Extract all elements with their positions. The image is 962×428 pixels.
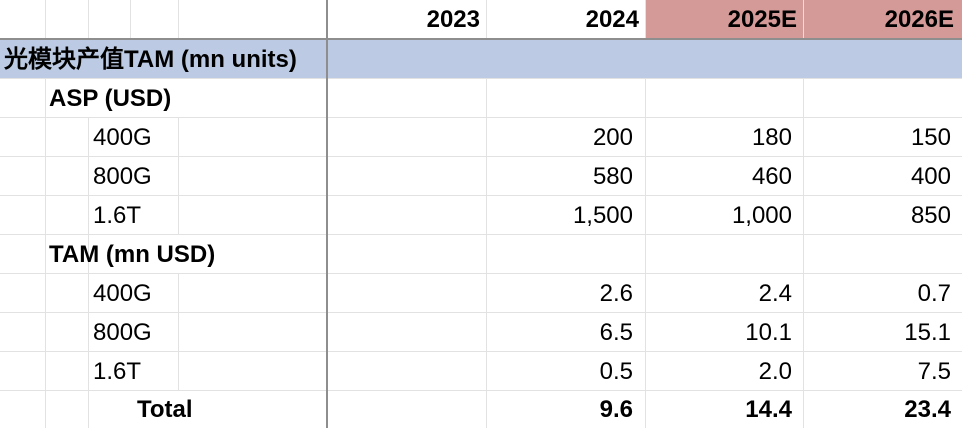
tam-400g-2025e: 2.4 <box>758 280 792 307</box>
asp-400g-2024: 200 <box>592 124 633 151</box>
tam-row-400g-label: 400G <box>93 280 152 307</box>
section-title: 光模块产值TAM (mn units) <box>4 46 297 73</box>
total-2026e: 23.4 <box>904 396 951 423</box>
asp-800g-2024: 580 <box>592 163 633 190</box>
asp-group-label: ASP (USD) <box>49 85 172 112</box>
frozen-row-border <box>0 38 962 40</box>
asp-800g-2026e: 400 <box>910 163 951 190</box>
asp-row-1-6t-label: 1.6T <box>93 202 142 229</box>
tam-800g-2026e: 15.1 <box>904 319 951 346</box>
tam-row-1-6t-label: 1.6T <box>93 358 142 385</box>
asp-1-6t-2024: 1,500 <box>572 202 633 229</box>
asp-800g-2025e: 460 <box>751 163 792 190</box>
total-2024: 9.6 <box>599 396 633 423</box>
header-year-2024: 2024 <box>585 6 639 33</box>
asp-400g-2026e: 150 <box>910 124 951 151</box>
asp-row-400g-label: 400G <box>93 124 152 151</box>
asp-1-6t-2025e: 1,000 <box>731 202 792 229</box>
frozen-column-border <box>326 0 328 428</box>
asp-1-6t-2026e: 850 <box>910 202 951 229</box>
tam-1-6t-2026e: 7.5 <box>917 358 951 385</box>
tam-1-6t-2024: 0.5 <box>599 358 633 385</box>
tam-group-label: TAM (mn USD) <box>49 241 216 268</box>
tam-1-6t-2025e: 2.0 <box>758 358 792 385</box>
total-label: Total <box>137 396 193 423</box>
header-year-2025e: 2025E <box>727 6 797 33</box>
tam-row-800g-label: 800G <box>93 319 152 346</box>
tam-400g-2024: 2.6 <box>599 280 633 307</box>
header-year-2023: 2023 <box>426 6 480 33</box>
total-2025e: 14.4 <box>745 396 792 423</box>
tam-400g-2026e: 0.7 <box>917 280 951 307</box>
header-year-2026e: 2026E <box>884 6 954 33</box>
tam-800g-2025e: 10.1 <box>745 319 792 346</box>
asp-row-800g-label: 800G <box>93 163 152 190</box>
asp-400g-2025e: 180 <box>751 124 792 151</box>
tam-800g-2024: 6.5 <box>599 319 633 346</box>
section-band <box>0 40 962 78</box>
